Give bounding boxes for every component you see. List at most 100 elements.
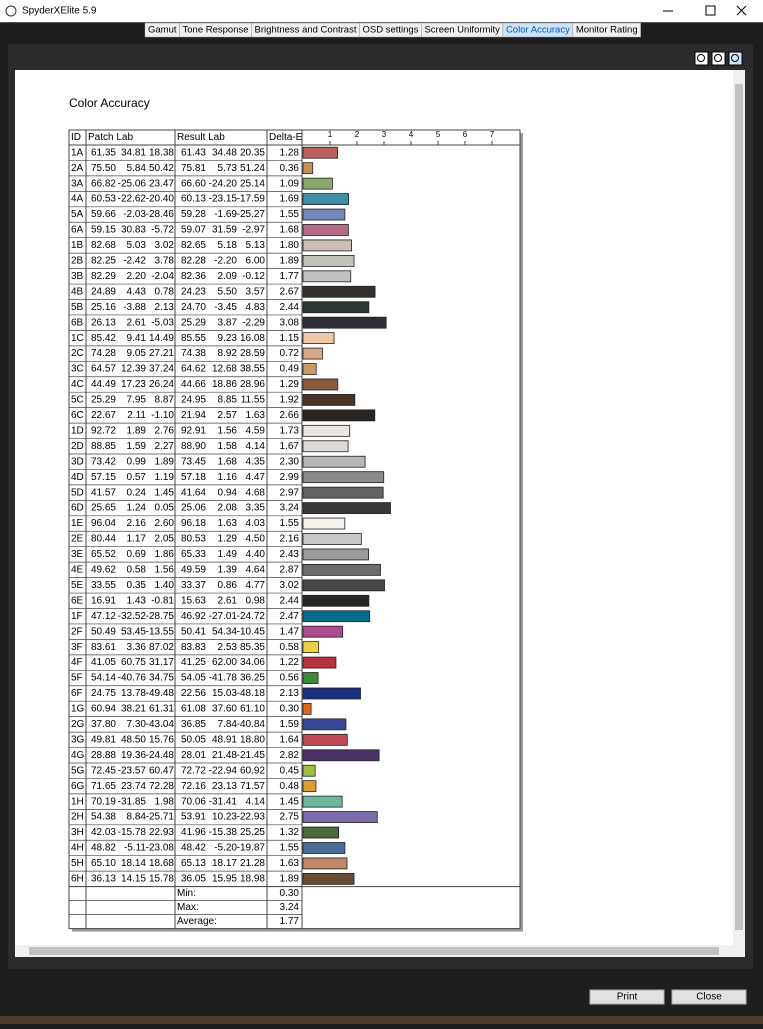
patch-lab: 7.30 [127, 719, 147, 730]
result-lab: 21.28 [240, 858, 265, 869]
delta-e-bar [302, 733, 348, 746]
result-lab: 1.39 [218, 565, 238, 576]
delta-e-bar [302, 641, 320, 654]
result-lab: 1.29 [218, 534, 238, 545]
delta-e: 1.22 [280, 657, 300, 668]
patch-lab: -32.52 [118, 611, 147, 622]
close-window-button[interactable] [736, 5, 747, 16]
tab-label[interactable]: Tone Response [183, 25, 249, 36]
patch-lab: 3.36 [127, 642, 147, 653]
result-lab: 0.98 [246, 595, 266, 606]
button[interactable] [671, 989, 747, 1005]
result-lab: 37.60 [212, 704, 237, 715]
delta-e: 1.28 [280, 147, 300, 158]
result-lab: 7.84 [218, 719, 238, 730]
patch-lab: 47.12 [91, 611, 116, 622]
patch-lab: 1.19 [155, 472, 175, 483]
maximize-button[interactable] [705, 5, 716, 16]
result-lab: -24.72 [237, 611, 266, 622]
patch-lab: 24.89 [91, 286, 116, 297]
patch-lab: 1.86 [155, 549, 175, 560]
patch-id: 3D [71, 456, 84, 467]
patch-lab: 75.50 [91, 163, 116, 174]
scale-tick-label: 4 [409, 130, 414, 139]
patch-lab: 18.68 [149, 858, 174, 869]
result-lab: 28.96 [240, 379, 265, 390]
patch-lab: 15.76 [149, 734, 174, 745]
result-lab: -24.20 [209, 178, 238, 189]
tab-label[interactable]: Screen Uniformity [424, 25, 500, 36]
result-lab: 1.63 [246, 410, 266, 421]
result-lab: 61.10 [240, 704, 265, 715]
tab-label[interactable]: Color Accuracy [506, 25, 570, 36]
patch-id: 1D [71, 425, 84, 436]
tab-label[interactable]: Monitor Rating [576, 25, 638, 36]
result-lab: 61.08 [181, 704, 206, 715]
patch-lab: 25.65 [91, 503, 116, 514]
delta-e-bar [302, 857, 348, 870]
patch-lab: 66.82 [91, 178, 116, 189]
delta-e-bar [302, 254, 355, 267]
zoom-out-button[interactable] [711, 51, 726, 66]
patch-lab: 34.81 [121, 147, 146, 158]
patch-lab: 82.29 [91, 271, 116, 282]
patch-lab: 60.53 [91, 194, 116, 205]
delta-e: 0.30 [280, 704, 300, 715]
patch-lab: 33.55 [91, 580, 116, 591]
patch-id: 1B [71, 240, 84, 251]
scroll-thumb[interactable] [29, 947, 719, 955]
result-lab: 4.77 [246, 580, 266, 591]
zoom-in-button[interactable] [694, 51, 709, 66]
patch-id: 4D [71, 472, 84, 483]
zoom-fit-button[interactable] [728, 51, 743, 66]
patch-lab: 3.02 [155, 240, 175, 251]
patch-lab: -0.81 [151, 595, 174, 606]
result-lab: -21.45 [237, 750, 266, 761]
patch-id: 3E [71, 549, 84, 560]
result-lab: 72.16 [181, 781, 206, 792]
result-lab: 61.43 [181, 147, 206, 158]
delta-e: 2.30 [280, 456, 300, 467]
delta-e-bar [302, 718, 347, 731]
result-lab: 4.47 [246, 472, 266, 483]
result-lab: 24.95 [181, 395, 206, 406]
patch-lab: 85.42 [91, 333, 116, 344]
button-label[interactable]: Print [617, 992, 638, 1003]
tab-label[interactable]: Brightness and Contrast [255, 25, 357, 36]
button-label[interactable]: Close [696, 992, 722, 1003]
delta-e: 1.59 [280, 719, 300, 730]
patch-lab: 1.98 [155, 796, 175, 807]
delta-e: 1.69 [280, 194, 300, 205]
tab[interactable] [572, 22, 641, 38]
delta-e: 0.56 [280, 673, 300, 684]
patch-lab: 23.47 [149, 178, 174, 189]
result-lab: 15.63 [181, 595, 206, 606]
patch-id: 4G [71, 750, 85, 761]
result-lab: 4.83 [246, 302, 266, 313]
result-lab: -15.38 [209, 827, 238, 838]
result-lab: 1.49 [218, 549, 238, 560]
tab-label[interactable]: Gamut [148, 25, 177, 36]
patch-id: 3B [71, 271, 84, 282]
delta-e: 3.08 [280, 317, 300, 328]
patch-lab: 17.23 [121, 379, 146, 390]
delta-e-bar [302, 270, 352, 283]
patch-lab: 2.60 [155, 518, 175, 529]
patch-lab: 96.04 [91, 518, 116, 529]
result-lab: 49.59 [181, 565, 206, 576]
patch-lab: -20.40 [146, 194, 175, 205]
patch-lab: 3.78 [155, 256, 175, 267]
tab-label[interactable]: OSD settings [362, 25, 418, 36]
delta-e: 1.63 [280, 858, 300, 869]
patch-id: 5F [71, 673, 83, 684]
scroll-thumb[interactable] [735, 84, 743, 930]
patch-lab: 70.19 [91, 796, 116, 807]
patch-id: 3A [71, 178, 84, 189]
button[interactable] [589, 989, 665, 1005]
result-lab: 2.57 [218, 410, 238, 421]
patch-lab: 0.58 [127, 565, 147, 576]
patch-lab: 0.78 [155, 286, 175, 297]
result-lab: 4.68 [246, 487, 266, 498]
result-lab: 24.70 [181, 302, 206, 313]
